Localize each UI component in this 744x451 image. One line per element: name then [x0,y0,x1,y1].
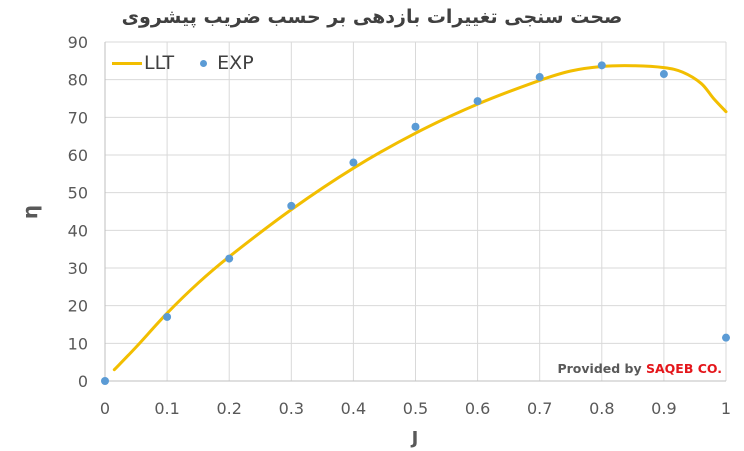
y-tick-label: 0 [78,372,88,391]
legend-line-swatch [112,61,142,65]
y-tick-label: 80 [68,71,88,90]
y-axis-label: η [18,205,42,219]
y-tick-label: 70 [68,108,88,127]
legend-label-llt: LLT [144,52,175,74]
data-point-exp [349,158,358,167]
x-tick-label: 1 [721,399,731,418]
axes [104,42,726,382]
x-tick-label: 0.4 [341,399,366,418]
x-tick-label: 0.1 [154,399,179,418]
legend-item-exp: EXP [200,52,254,74]
x-tick-label: 0.2 [216,399,241,418]
legend-label-exp: EXP [217,52,254,74]
x-tick-label: 0 [100,399,110,418]
data-point-exp [535,73,544,82]
y-tick-label: 10 [68,334,88,353]
y-tick-label: 20 [68,297,88,316]
credit-text: Provided by SAQEB CO. [557,361,722,376]
data-point-exp [659,70,668,79]
data-point-exp [225,254,234,263]
credit-prefix: Provided by [557,361,646,376]
data-point-exp [163,312,172,321]
x-tick-label: 0.6 [465,399,490,418]
x-axis-label: J [410,428,419,449]
y-tick-label: 90 [68,33,88,52]
y-tick-label: 50 [68,184,88,203]
series-group [101,61,730,385]
series-line-llt [112,64,728,372]
y-tick-label: 30 [68,259,88,278]
y-tick-label: 40 [68,221,88,240]
data-point-exp [287,201,296,210]
chart-title: صحت سنجی تغییرات بازدهی بر حسب ضریب پیشر… [121,6,623,28]
x-tick-label: 0.9 [651,399,676,418]
legend-item-llt: LLT [112,52,174,74]
credit-brand: SAQEB CO. [646,361,722,376]
y-tick-label: 60 [68,146,88,165]
data-point-exp [722,333,730,342]
data-point-exp [101,377,109,385]
x-tick-label: 0.5 [403,399,428,418]
legend: LLT EXP [112,52,280,74]
data-point-exp [597,61,606,70]
y-tick-labels: 0 10 20 30 40 50 60 70 80 90 [68,33,88,391]
data-point-exp [411,122,420,131]
x-tick-label: 0.7 [527,399,552,418]
x-tick-label: 0.3 [279,399,304,418]
x-tick-labels: 0 0.1 0.2 0.3 0.4 0.5 0.6 0.7 0.8 0.9 1 [100,399,731,418]
legend-dot-swatch [200,59,208,67]
grid-lines [105,41,727,381]
x-tick-label: 0.8 [589,399,614,418]
data-point-exp [473,97,482,106]
